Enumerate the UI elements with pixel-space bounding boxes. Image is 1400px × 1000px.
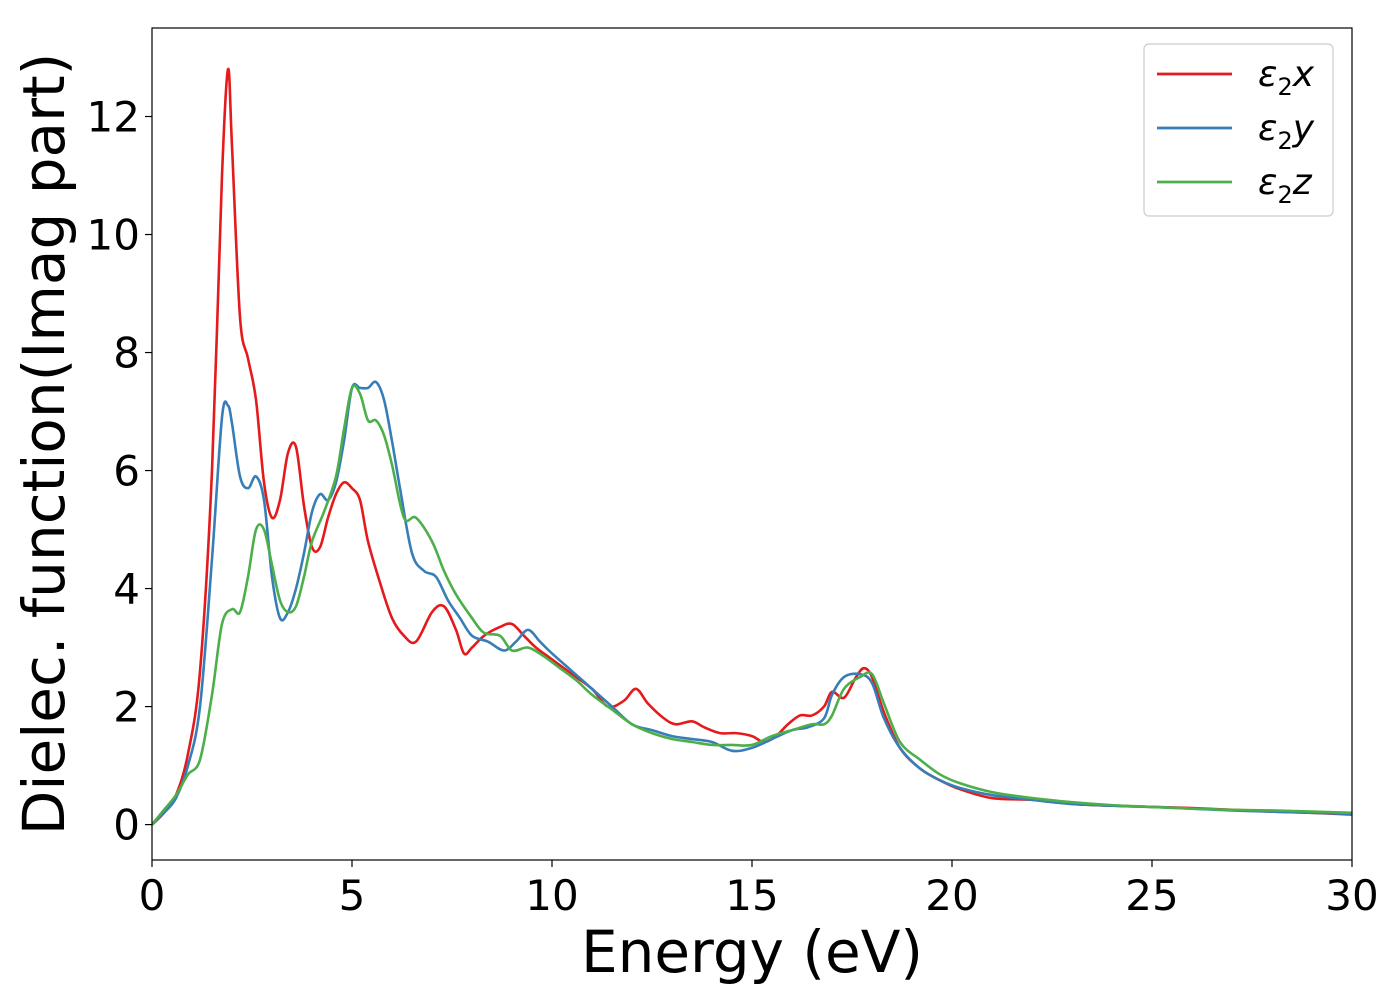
series-line-2 — [152, 380, 1352, 826]
series-line-3 — [152, 384, 1352, 826]
legend-label: ε2x — [1258, 54, 1315, 101]
legend-label: ε2y — [1258, 108, 1315, 155]
series-line-1 — [152, 67, 1352, 826]
x-axis-title: Energy (eV) — [581, 918, 923, 986]
legend: ε2x ε2y ε2z — [1143, 43, 1334, 217]
x-tick-label: 10 — [525, 871, 578, 920]
y-axis-title: Dielec. function(Imag part) — [10, 53, 78, 836]
y-tick-label: 8 — [113, 329, 140, 378]
x-tick-label: 15 — [725, 871, 778, 920]
x-tick-label: 5 — [339, 871, 366, 920]
x-tick-label: 20 — [925, 871, 978, 920]
x-tick-label: 0 — [139, 871, 166, 920]
x-tick-label: 25 — [1125, 871, 1178, 920]
x-tick-label: 30 — [1325, 871, 1378, 920]
y-tick-label: 12 — [87, 93, 140, 142]
legend-box — [1143, 43, 1334, 217]
y-tick-label: 10 — [87, 211, 140, 260]
series-layer — [152, 67, 1352, 826]
y-tick-label: 0 — [113, 801, 140, 850]
y-tick-label: 4 — [113, 565, 140, 614]
y-tick-label: 2 — [113, 683, 140, 732]
axis-ticks: 0 5 10 15 20 25 30 0 2 4 6 8 10 12 — [87, 93, 1379, 920]
legend-label: ε2z — [1258, 162, 1313, 209]
y-tick-label: 6 — [113, 447, 140, 496]
